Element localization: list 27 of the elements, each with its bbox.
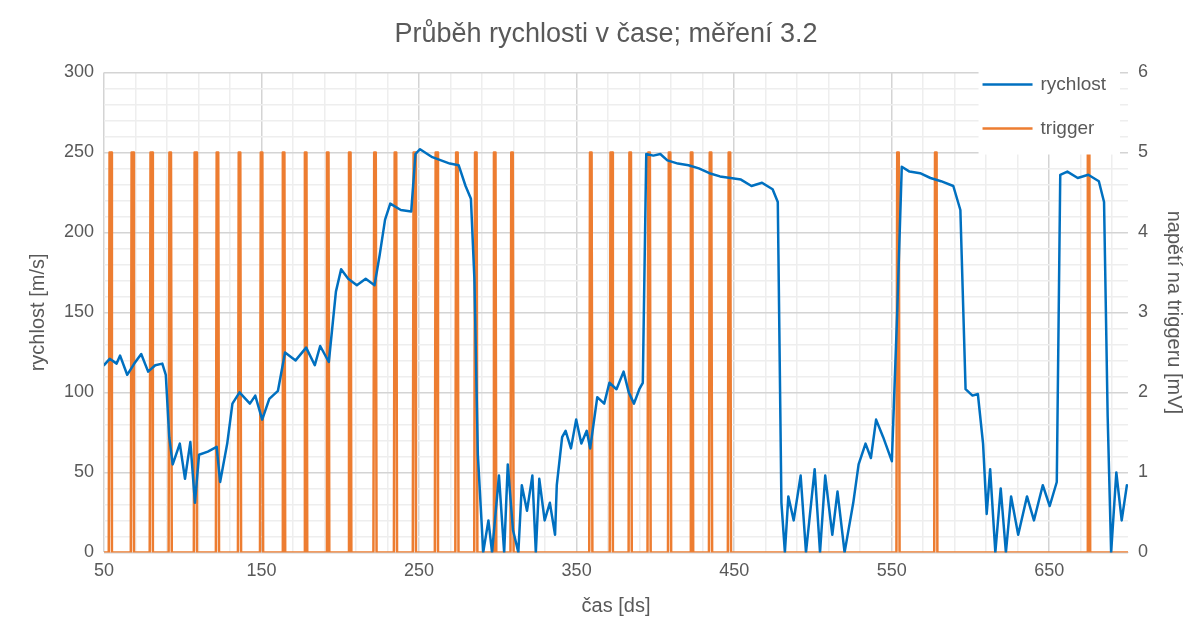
y-tick-label: 50 xyxy=(74,461,95,482)
legend-label: rychlost xyxy=(1040,72,1107,94)
y2-tick-label: 6 xyxy=(1137,61,1148,82)
y-tick-label: 200 xyxy=(63,221,95,242)
y-tick-label: 0 xyxy=(84,541,95,562)
y2-tick-label: 0 xyxy=(1137,541,1148,562)
x-tick-label: 550 xyxy=(876,560,907,581)
y-axis-title: rychlost [m/s] xyxy=(25,253,48,372)
x-tick-label: 150 xyxy=(246,560,277,581)
y2-tick-label: 4 xyxy=(1137,221,1148,242)
y2-axis-title: napětí na triggeru [mV] xyxy=(1164,210,1187,415)
legend-label: trigger xyxy=(1040,116,1096,138)
chart-title: Průběh rychlosti v čase; měření 3.2 xyxy=(394,17,818,48)
y2-tick-label: 1 xyxy=(1137,461,1148,482)
y-tick-label: 100 xyxy=(63,381,95,402)
y2-tick-label: 5 xyxy=(1137,141,1148,162)
y-tick-label: 250 xyxy=(63,141,95,162)
x-tick-label: 250 xyxy=(404,560,435,581)
y2-tick-label: 2 xyxy=(1137,381,1148,402)
x-axis-title: čas [ds] xyxy=(581,593,651,616)
x-tick-label: 650 xyxy=(1034,560,1065,581)
x-tick-label: 450 xyxy=(719,560,750,581)
x-tick-label: 50 xyxy=(94,560,115,581)
y2-tick-label: 3 xyxy=(1137,301,1148,322)
y-tick-label: 150 xyxy=(63,301,95,322)
x-tick-label: 350 xyxy=(561,560,592,581)
y-tick-label: 300 xyxy=(63,61,95,82)
